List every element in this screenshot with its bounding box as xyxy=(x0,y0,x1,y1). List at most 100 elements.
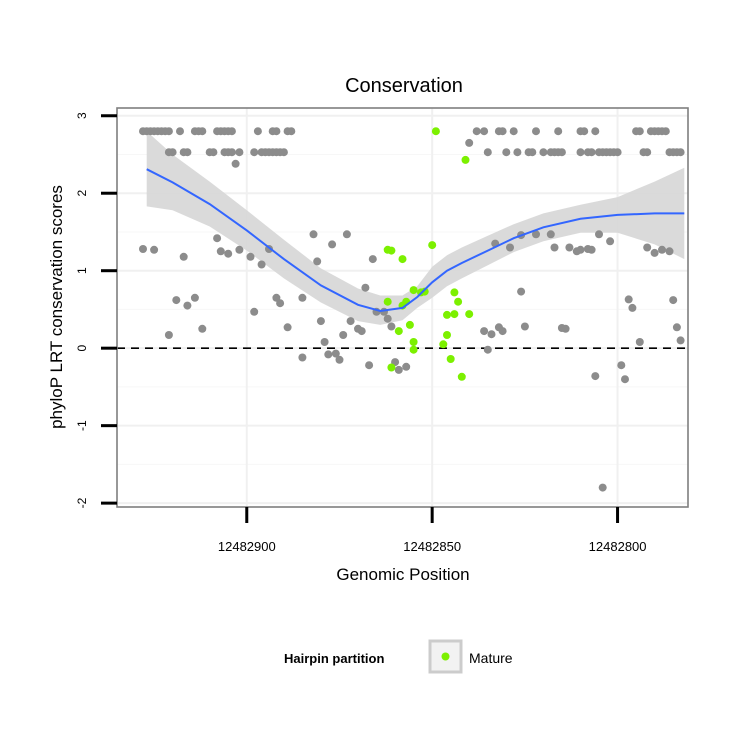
data-point-other xyxy=(257,260,266,269)
y-axis-label: phyloP LRT conservation scores xyxy=(47,185,66,429)
data-point-other xyxy=(595,230,603,239)
data-point-mature xyxy=(387,363,396,372)
legend: Hairpin partition Mature xyxy=(284,639,513,674)
data-point-other xyxy=(309,230,318,239)
y-tick-label: 3 xyxy=(75,112,89,119)
data-point-other xyxy=(164,127,173,136)
data-point-mature xyxy=(457,372,466,381)
data-point-other xyxy=(172,296,181,305)
data-point-other xyxy=(676,336,685,345)
data-point-other xyxy=(532,230,540,239)
data-point-other xyxy=(661,127,670,136)
data-point-other xyxy=(357,327,366,336)
data-point-mature xyxy=(443,331,451,339)
data-point-other xyxy=(231,159,240,168)
x-axis: 12482900 12482850 12482800 xyxy=(218,507,647,554)
data-point-mature xyxy=(428,241,437,250)
legend-label-mature: Mature xyxy=(469,650,513,666)
data-point-other xyxy=(279,148,288,157)
data-point-other xyxy=(621,375,629,384)
data-point-other xyxy=(283,323,292,332)
data-point-other xyxy=(483,148,492,157)
data-point-mature xyxy=(409,286,418,295)
data-point-other xyxy=(276,299,285,308)
data-point-other xyxy=(643,243,652,252)
data-point-other xyxy=(487,330,496,339)
data-point-other xyxy=(650,248,659,257)
data-point-other xyxy=(546,230,555,239)
data-point-other xyxy=(532,127,540,136)
data-point-other xyxy=(554,127,563,136)
data-point-mature xyxy=(405,320,414,329)
data-point-other xyxy=(287,127,296,136)
data-point-other xyxy=(209,148,218,157)
x-tick-label: 12482900 xyxy=(218,539,276,554)
confidence-band-layer xyxy=(146,131,685,325)
data-point-other xyxy=(216,247,225,256)
data-point-other xyxy=(576,245,585,254)
data-point-other xyxy=(328,240,337,249)
data-point-other xyxy=(235,148,244,157)
data-point-other xyxy=(313,257,322,266)
data-point-other xyxy=(598,483,607,492)
data-point-other xyxy=(643,148,652,157)
data-point-other xyxy=(198,127,207,136)
data-point-other xyxy=(628,303,637,312)
data-point-other xyxy=(587,148,596,157)
data-point-other xyxy=(342,230,351,239)
data-point-mature xyxy=(443,310,451,319)
data-point-other xyxy=(227,148,236,157)
data-point-mature xyxy=(431,127,440,136)
data-point-other xyxy=(316,317,325,326)
data-point-mature xyxy=(450,288,459,297)
data-point-other xyxy=(483,345,492,354)
data-point-other xyxy=(183,148,192,157)
data-point-other xyxy=(335,355,344,364)
data-point-other xyxy=(528,148,537,157)
data-point-other xyxy=(227,127,236,136)
data-point-mature xyxy=(446,355,455,363)
data-point-other xyxy=(665,247,674,256)
data-point-other xyxy=(139,245,147,253)
data-point-other xyxy=(472,127,481,136)
data-point-mature xyxy=(465,310,474,319)
data-point-other xyxy=(517,287,526,296)
y-tick-label: -1 xyxy=(75,420,89,431)
data-point-other xyxy=(298,293,307,302)
data-point-other xyxy=(557,148,566,157)
data-point-other xyxy=(368,255,377,264)
data-point-other xyxy=(331,349,340,358)
data-point-other xyxy=(298,353,307,362)
data-point-other xyxy=(513,148,522,157)
data-point-other xyxy=(669,296,678,305)
x-axis-label: Genomic Position xyxy=(336,565,469,584)
data-point-other xyxy=(561,324,570,333)
data-point-other xyxy=(383,314,392,323)
data-point-mature xyxy=(394,327,403,336)
data-point-other xyxy=(635,127,644,136)
legend-title: Hairpin partition xyxy=(284,651,384,666)
y-tick-label: 2 xyxy=(75,190,89,197)
data-point-other xyxy=(339,331,348,339)
data-point-other xyxy=(498,327,507,336)
data-point-other xyxy=(198,324,207,333)
data-point-mature xyxy=(387,246,396,255)
data-point-other xyxy=(250,307,259,316)
data-point-other xyxy=(250,148,259,157)
data-point-other xyxy=(324,350,333,359)
data-point-mature xyxy=(461,155,470,164)
data-point-other xyxy=(565,243,574,252)
data-point-other xyxy=(402,362,411,371)
data-point-other xyxy=(183,301,192,310)
data-point-other xyxy=(539,148,548,157)
plot-frame xyxy=(116,107,689,508)
data-point-other xyxy=(480,327,489,336)
y-axis: -2 -1 0 1 2 3 xyxy=(75,112,117,508)
data-point-other xyxy=(361,283,370,292)
data-point-other xyxy=(346,317,355,326)
data-point-other xyxy=(502,148,511,157)
data-point-other xyxy=(509,127,518,136)
data-point-other xyxy=(520,322,529,331)
data-point-other xyxy=(164,331,173,339)
data-point-other xyxy=(591,127,600,136)
